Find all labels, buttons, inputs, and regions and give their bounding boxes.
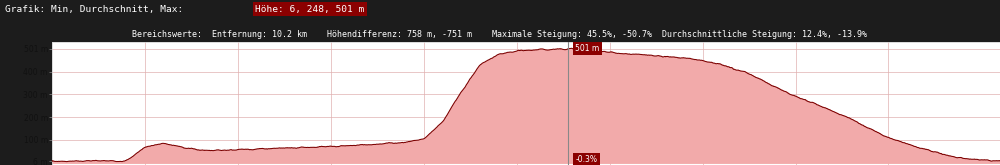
Text: 501 m: 501 m — [575, 44, 600, 53]
Text: Höhe: 6, 248, 501 m: Höhe: 6, 248, 501 m — [255, 5, 364, 14]
Text: -0.3%: -0.3% — [575, 155, 597, 165]
Text: Grafik: Min, Durchschnitt, Max:: Grafik: Min, Durchschnitt, Max: — [5, 5, 195, 14]
Text: Bereichswerte:  Entfernung: 10.2 km    Höhendifferenz: 758 m, -751 m    Maximale: Bereichswerte: Entfernung: 10.2 km Höhen… — [132, 30, 868, 39]
